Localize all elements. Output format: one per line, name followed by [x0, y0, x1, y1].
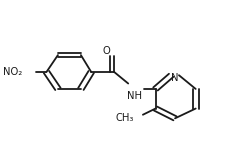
Text: NO₂: NO₂	[3, 67, 22, 77]
Text: O: O	[103, 46, 111, 56]
Text: CH₃: CH₃	[115, 113, 134, 123]
Text: NH: NH	[127, 91, 142, 101]
Text: N: N	[171, 73, 179, 83]
